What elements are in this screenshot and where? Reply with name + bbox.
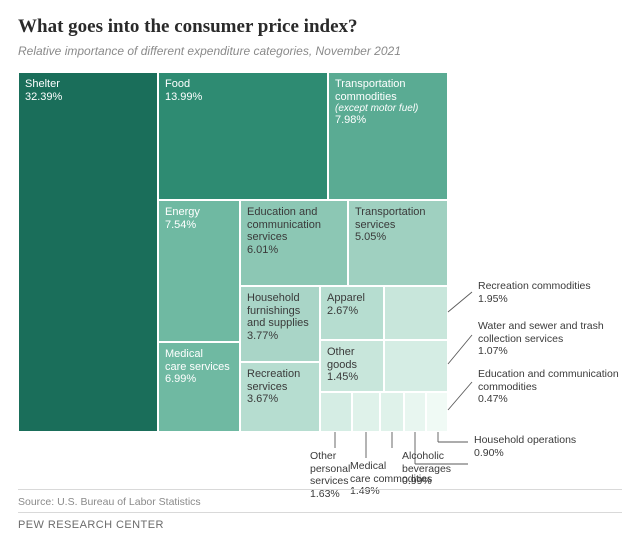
chart-subtitle: Relative importance of different expendi… — [18, 44, 622, 58]
org-name: PEW RESEARCH CENTER — [18, 519, 622, 531]
chart-title: What goes into the consumer price index? — [18, 16, 622, 38]
treemap-chart: Shelter 32.39% Food 13.99% Transportatio… — [18, 72, 622, 472]
footer: Source: U.S. Bureau of Labor Statistics … — [18, 485, 622, 531]
divider — [18, 512, 622, 513]
divider — [18, 489, 622, 490]
source-text: Source: U.S. Bureau of Labor Statistics — [18, 496, 622, 508]
leader-lines — [18, 72, 622, 472]
